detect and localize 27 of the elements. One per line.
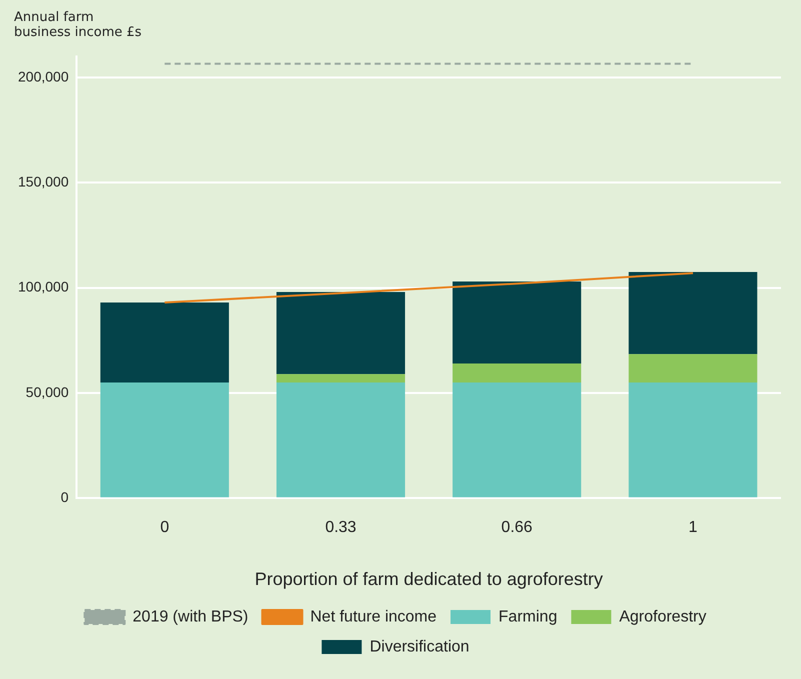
bar: [628, 272, 758, 354]
y-tick-label: 0: [60, 489, 69, 506]
x-axis-title: Proportion of farm dedicated to agroforestry: [254, 569, 603, 590]
y-axis-title: Annual farm business income £s: [14, 10, 143, 40]
y-tick-label: 100,000: [18, 278, 69, 295]
legend-label: Diversification: [370, 638, 470, 656]
bar: [100, 382, 229, 498]
x-tick-label: 0.33: [325, 519, 356, 536]
legend-label: Agroforestry: [619, 608, 706, 626]
bar: [628, 382, 758, 498]
bar: [628, 354, 758, 382]
bar: [276, 382, 406, 498]
y-tick-label: 150,000: [18, 173, 69, 190]
bar: [452, 282, 582, 364]
bar: [452, 364, 582, 382]
x-tick-label: 1: [688, 519, 698, 536]
legend-label: 2019 (with BPS): [132, 608, 248, 626]
legend-label: Farming: [498, 608, 558, 626]
bar: [452, 382, 582, 498]
x-tick-label: 0.66: [501, 519, 533, 536]
x-tick-label: 0: [160, 519, 170, 536]
bar: [276, 374, 406, 382]
bar: [100, 302, 229, 382]
bar: [276, 292, 406, 374]
y-tick-label: 200,000: [18, 68, 69, 84]
y-tick-label: 50,000: [26, 384, 69, 400]
legend-label: Net future income: [310, 608, 437, 626]
